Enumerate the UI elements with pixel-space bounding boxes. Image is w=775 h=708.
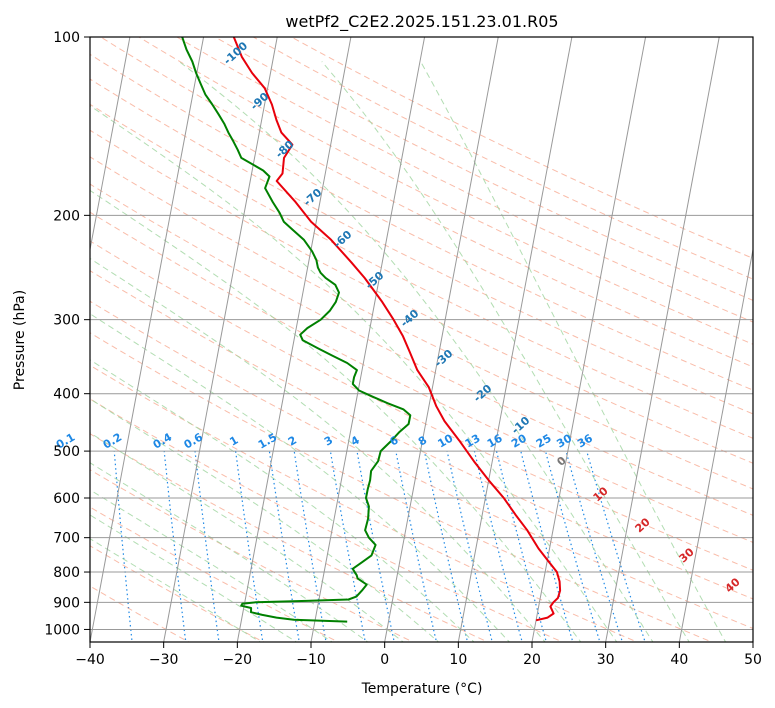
isotherm-gridline [384, 37, 499, 642]
isotherm-gridline [752, 639, 753, 642]
mixing-ratio-line [67, 451, 82, 644]
y-tick-label: 200 [53, 208, 80, 224]
moist-adiabat [420, 61, 727, 642]
temperature-profile [232, 37, 562, 622]
dry-adiabat [137, 37, 753, 345]
y-axis-label: Pressure (hPa) [12, 290, 28, 390]
dry-adiabat [214, 37, 753, 301]
chart-title: wetPf2_C2E2.2025.151.23.01.R05 [285, 12, 558, 32]
y-tick-label: 500 [53, 444, 80, 460]
isotherm-gridline [310, 37, 426, 642]
y-tick-label: 600 [53, 491, 80, 507]
x-tick-label: 50 [744, 652, 762, 668]
isotherm-gridline [0, 24, 59, 645]
x-tick-label: 40 [670, 652, 688, 668]
dry-adiabat [90, 270, 753, 600]
mixing-ratio-line [544, 450, 601, 642]
x-tick-label: −30 [149, 652, 179, 668]
isotherm-gridline [163, 37, 278, 642]
x-tick-label: −40 [75, 652, 105, 668]
dry-adiabat [90, 398, 564, 642]
moist-adiabat [90, 313, 511, 642]
x-tick-label: −20 [223, 652, 253, 668]
plot-frame [89, 36, 754, 643]
isotherm-gridline [90, 37, 205, 642]
isotherm-gridline [236, 37, 352, 642]
isotherm-gridline [531, 37, 647, 642]
mixing-ratio-line [163, 451, 187, 642]
isotherm-gridline [678, 246, 753, 642]
dry-adiabat [176, 37, 753, 323]
x-tick-label: 0 [380, 652, 389, 668]
dry-adiabat [90, 433, 489, 642]
dry-adiabat [90, 300, 753, 629]
y-tick-label: 800 [53, 565, 80, 581]
y-tick-label: 1000 [44, 622, 80, 638]
mixing-ratio-line [423, 450, 469, 642]
x-axis-label: Temperature (°C) [361, 681, 483, 697]
mixing-ratio-line [194, 451, 220, 642]
mixing-ratio-line [446, 450, 493, 642]
dry-adiabat [252, 37, 753, 280]
dry-adiabat [90, 506, 340, 642]
x-tick-label: 10 [449, 652, 467, 668]
y-tick-label: 300 [53, 313, 80, 329]
x-tick-label: 30 [597, 652, 615, 668]
x-tick-label: −10 [296, 652, 326, 668]
isotherm-gridline [457, 37, 573, 642]
x-tick-label: 20 [523, 652, 541, 668]
isotherm-gridline [90, 37, 131, 253]
mixing-ratio-line [495, 450, 547, 642]
y-tick-label: 400 [53, 387, 80, 403]
dry-adiabat [290, 37, 753, 259]
y-tick-label: 900 [53, 595, 80, 611]
y-tick-label: 700 [53, 531, 80, 547]
y-tick-label: 100 [53, 30, 80, 46]
moist-adiabat [178, 61, 654, 642]
dewpoint-profile [181, 37, 412, 623]
dry-adiabat [99, 37, 753, 368]
mixing-ratio-line [473, 450, 523, 642]
isotherm-gridline [605, 37, 720, 642]
